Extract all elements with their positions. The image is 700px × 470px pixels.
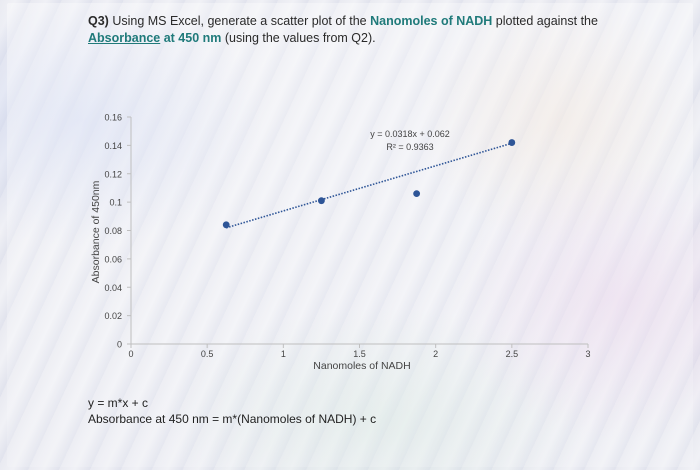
question-highlight-absorbance: Absorbance	[88, 31, 161, 45]
x-axis: 0 0.5 1 1.5 2 2.5 3	[128, 343, 591, 359]
y-tick-label: 0.16	[104, 113, 122, 123]
formula-block: y = m*x + c Absorbance at 450 nm = m*(Na…	[88, 395, 376, 427]
question-highlight-450nm: at 450 nm	[160, 31, 222, 45]
y-tick-label: 0	[117, 340, 122, 350]
formula-line-2: Absorbance at 450 nm = m*(Nanomoles of N…	[88, 412, 377, 426]
x-tick-label: 0.5	[201, 349, 214, 359]
question-text-part-3: (using the values from Q2).	[221, 31, 376, 45]
x-axis-title: Nanomoles of NADH	[313, 360, 410, 372]
y-axis: 0 0.02 0.04 0.06 0.08 0.1 0.12 0.14 0.16	[104, 113, 132, 350]
x-tick-label: 1	[281, 349, 286, 359]
y-tick-label: 0.06	[104, 254, 122, 264]
formula-line-1: y = m*x + c	[88, 396, 149, 410]
data-point	[413, 190, 421, 198]
question-text-part-2: plotted against the	[492, 14, 598, 28]
data-point	[222, 221, 230, 229]
screenshot-frame	[7, 3, 693, 467]
trendline-r-squared: R² = 0.9363	[386, 142, 433, 152]
data-point	[508, 139, 516, 146]
data-point	[318, 197, 325, 205]
question-highlight-nadh: Nanomoles of NADH	[370, 14, 493, 28]
y-tick-label: 0.08	[104, 226, 122, 236]
data-points	[222, 139, 516, 229]
y-tick-label: 0.12	[104, 169, 122, 179]
y-axis-title: Absorbance of 450nm	[90, 180, 102, 283]
y-tick-label: 0.1	[109, 198, 122, 208]
question-number: Q3)	[88, 14, 109, 28]
y-tick-label: 0.02	[104, 311, 122, 321]
x-tick-label: 1.5	[353, 349, 366, 359]
question-text: Q3) Using MS Excel, generate a scatter p…	[88, 13, 628, 47]
trendline	[225, 142, 513, 229]
y-tick-label: 0.04	[104, 283, 122, 293]
question-text-part-1: Using MS Excel, generate a scatter plot …	[108, 14, 371, 28]
x-tick-label: 3	[585, 349, 590, 359]
x-tick-label: 0	[128, 349, 133, 359]
trendline-equation: y = 0.0318x + 0.062	[370, 129, 450, 139]
x-tick-label: 2.5	[506, 349, 519, 359]
y-tick-label: 0.14	[104, 141, 122, 151]
trendline-group	[225, 142, 513, 229]
x-tick-label: 2	[433, 349, 438, 359]
